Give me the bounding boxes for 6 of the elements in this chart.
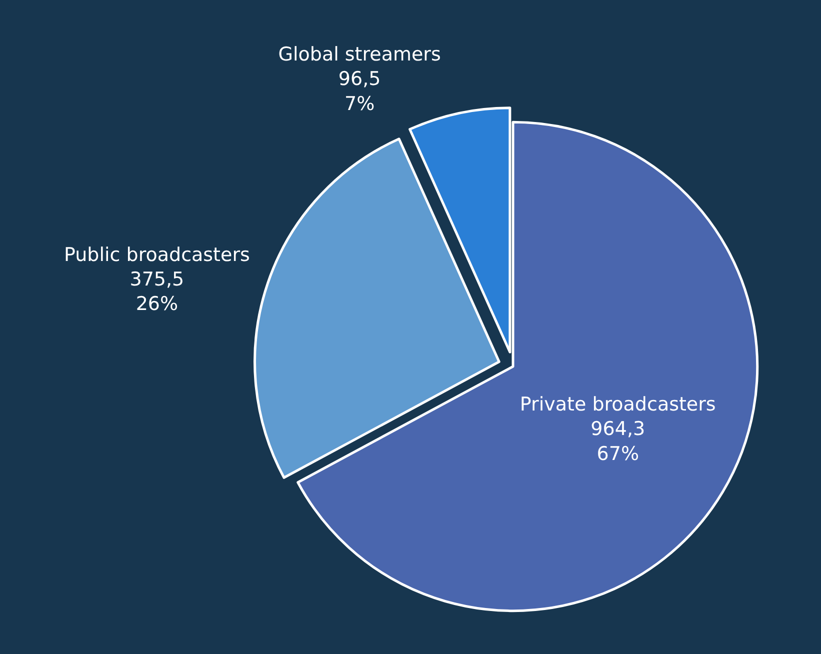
data-label: 964,3 67% bbox=[590, 418, 646, 465]
data-label: 375,5 26% bbox=[130, 268, 184, 316]
data-label: 96,5 7% bbox=[338, 68, 381, 115]
slice-label: Private broadcasters bbox=[520, 393, 716, 416]
slice-label: Public broadcasters bbox=[64, 244, 250, 266]
slice-label: Global streamers bbox=[278, 43, 441, 66]
